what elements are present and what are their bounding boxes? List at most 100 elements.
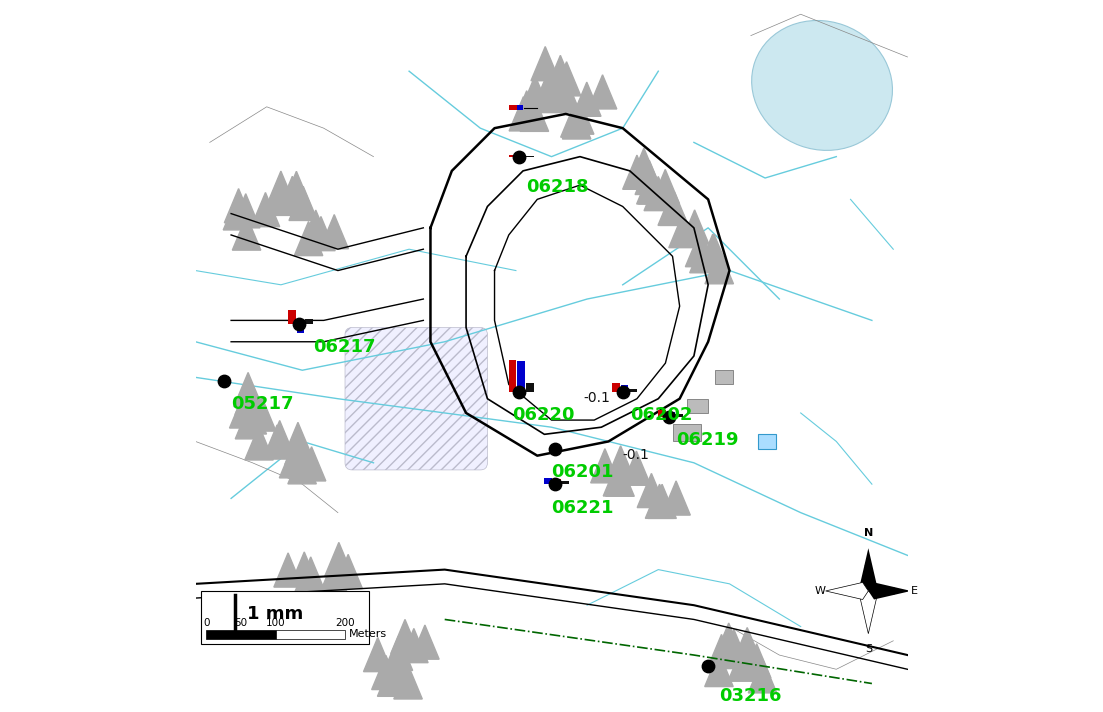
Polygon shape — [292, 565, 321, 599]
Polygon shape — [224, 189, 253, 223]
Polygon shape — [748, 659, 777, 693]
Polygon shape — [513, 90, 540, 125]
Bar — [667, 412, 675, 417]
Polygon shape — [274, 553, 302, 587]
Polygon shape — [732, 645, 761, 679]
Bar — [276, 630, 345, 639]
Point — [511, 386, 528, 397]
Polygon shape — [860, 591, 877, 634]
Point — [546, 478, 564, 490]
Polygon shape — [298, 446, 325, 481]
Polygon shape — [307, 216, 335, 251]
Bar — [517, 105, 523, 110]
Polygon shape — [742, 644, 771, 678]
Polygon shape — [662, 481, 690, 515]
Text: 06218: 06218 — [526, 178, 589, 197]
Text: 03216: 03216 — [719, 687, 781, 706]
Text: -0.1: -0.1 — [623, 449, 650, 462]
Bar — [201, 591, 368, 644]
Polygon shape — [334, 555, 363, 589]
Polygon shape — [707, 634, 736, 669]
Polygon shape — [234, 372, 263, 407]
Bar — [508, 360, 516, 392]
Bar — [508, 155, 516, 157]
Polygon shape — [390, 619, 419, 654]
Point — [511, 151, 528, 162]
Polygon shape — [639, 170, 667, 204]
Bar — [288, 310, 296, 324]
Polygon shape — [681, 210, 709, 244]
Polygon shape — [235, 404, 264, 439]
Polygon shape — [282, 172, 311, 206]
Polygon shape — [651, 169, 679, 204]
Polygon shape — [510, 97, 537, 131]
Bar — [758, 434, 775, 449]
Point — [290, 318, 308, 330]
Polygon shape — [658, 192, 686, 226]
Polygon shape — [868, 582, 911, 600]
Text: W: W — [815, 586, 826, 596]
Polygon shape — [285, 430, 313, 464]
Polygon shape — [603, 462, 632, 496]
Polygon shape — [644, 177, 673, 211]
Polygon shape — [563, 105, 591, 139]
Text: N: N — [864, 528, 872, 538]
Text: 06220: 06220 — [512, 406, 575, 424]
Bar — [526, 382, 534, 392]
Polygon shape — [533, 78, 561, 112]
Polygon shape — [289, 187, 318, 221]
Polygon shape — [560, 103, 589, 137]
Text: 100: 100 — [266, 618, 286, 628]
Polygon shape — [278, 177, 307, 211]
Bar — [545, 478, 553, 484]
Polygon shape — [290, 552, 319, 586]
Polygon shape — [288, 450, 317, 484]
Polygon shape — [521, 75, 549, 110]
Polygon shape — [295, 221, 323, 256]
Polygon shape — [399, 629, 428, 663]
Polygon shape — [715, 623, 743, 657]
Bar — [612, 382, 620, 392]
Text: E: E — [911, 586, 918, 596]
Polygon shape — [283, 422, 312, 456]
Polygon shape — [394, 665, 422, 699]
Text: 06217: 06217 — [313, 338, 375, 357]
Polygon shape — [699, 234, 728, 268]
Polygon shape — [301, 572, 330, 607]
Polygon shape — [566, 100, 593, 134]
Bar — [553, 478, 560, 484]
Point — [661, 411, 678, 422]
Polygon shape — [645, 484, 674, 518]
Polygon shape — [324, 543, 353, 577]
Bar — [206, 630, 276, 639]
Text: 200: 200 — [335, 618, 355, 628]
Bar — [621, 385, 629, 392]
Bar — [673, 424, 702, 441]
Polygon shape — [668, 214, 697, 248]
Polygon shape — [607, 446, 635, 480]
Polygon shape — [320, 562, 349, 597]
Polygon shape — [410, 625, 439, 659]
Polygon shape — [647, 484, 676, 518]
Polygon shape — [591, 449, 619, 483]
Polygon shape — [635, 160, 664, 194]
Polygon shape — [638, 473, 666, 508]
Polygon shape — [235, 380, 264, 414]
Polygon shape — [229, 394, 258, 428]
Polygon shape — [623, 155, 651, 189]
Polygon shape — [384, 637, 413, 671]
Polygon shape — [247, 397, 276, 431]
Polygon shape — [630, 148, 658, 182]
Text: Meters: Meters — [349, 629, 387, 639]
Text: 0: 0 — [203, 618, 210, 628]
Bar — [517, 361, 525, 392]
Polygon shape — [263, 425, 291, 459]
Text: 50: 50 — [234, 618, 247, 628]
Bar — [561, 481, 569, 484]
Polygon shape — [387, 654, 416, 689]
Bar — [508, 105, 517, 110]
Polygon shape — [364, 637, 392, 671]
Polygon shape — [728, 647, 757, 681]
Polygon shape — [521, 98, 548, 132]
Polygon shape — [860, 548, 877, 591]
